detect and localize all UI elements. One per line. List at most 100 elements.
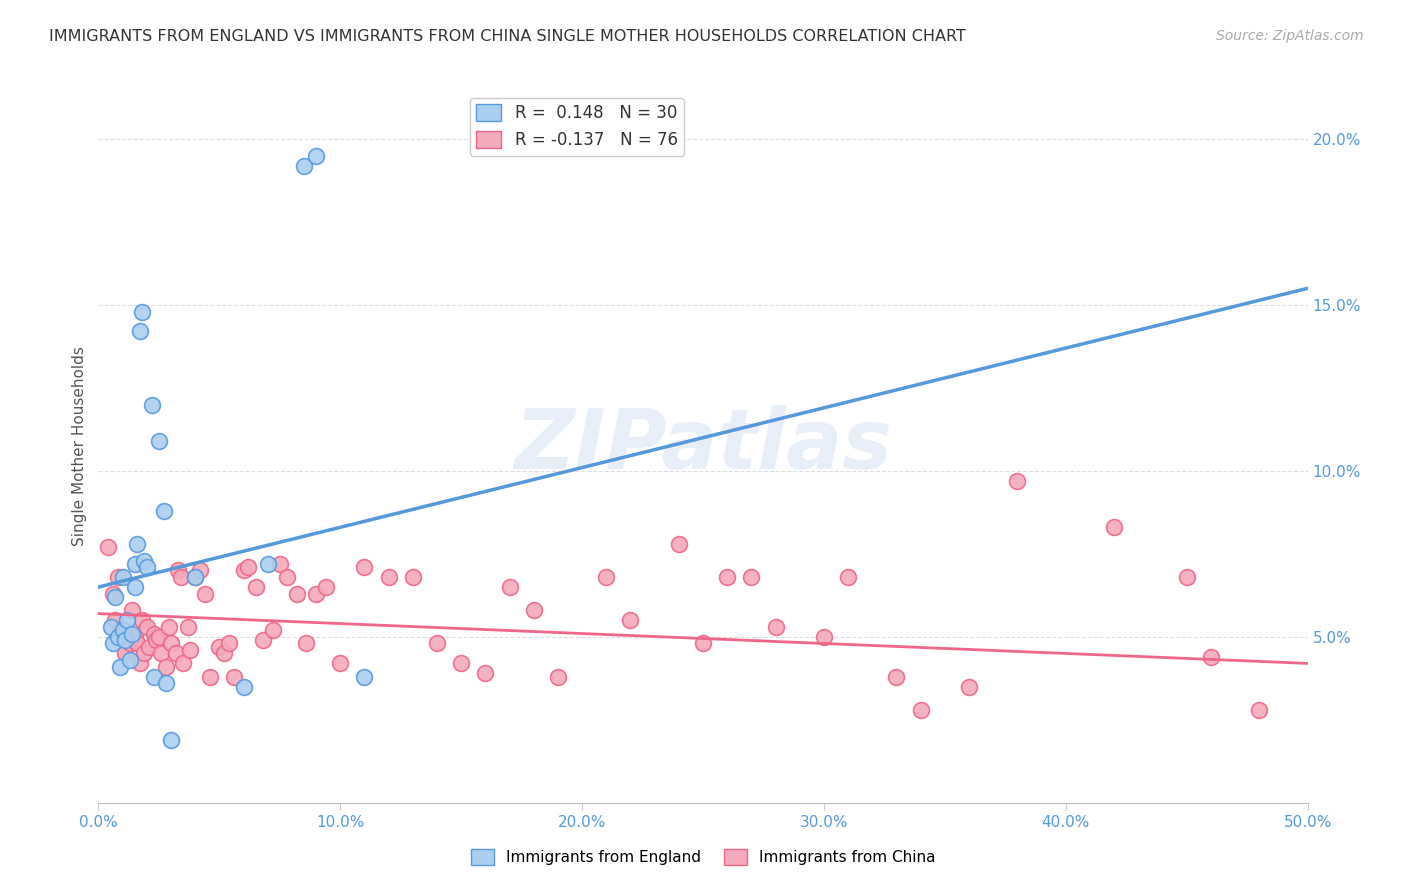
Point — [145, 633, 167, 648]
Point — [169, 570, 191, 584]
Point — [127, 537, 149, 551]
Point — [238, 560, 260, 574]
Point — [134, 553, 156, 567]
Point — [886, 670, 908, 684]
Point — [184, 570, 207, 584]
Legend: Immigrants from England, Immigrants from China: Immigrants from England, Immigrants from… — [464, 843, 942, 871]
Point — [152, 504, 174, 518]
Point — [155, 676, 177, 690]
Point — [148, 630, 170, 644]
Point — [450, 657, 472, 671]
Point — [474, 666, 496, 681]
Point — [118, 636, 141, 650]
Point — [252, 633, 274, 648]
Point — [101, 587, 124, 601]
Point — [547, 670, 569, 684]
Point — [198, 670, 221, 684]
Point — [117, 626, 139, 640]
Point — [813, 630, 835, 644]
Point — [104, 590, 127, 604]
Point — [111, 630, 134, 644]
Point — [619, 613, 641, 627]
Point — [765, 620, 787, 634]
Point — [101, 636, 124, 650]
Point — [165, 647, 187, 661]
Point — [329, 657, 352, 671]
Point — [353, 670, 375, 684]
Point — [135, 560, 157, 574]
Point — [740, 570, 762, 584]
Point — [256, 557, 278, 571]
Point — [184, 570, 207, 584]
Point — [1249, 703, 1271, 717]
Point — [194, 587, 217, 601]
Point — [160, 636, 183, 650]
Point — [910, 703, 932, 717]
Point — [305, 587, 328, 601]
Point — [232, 680, 254, 694]
Point — [124, 630, 146, 644]
Point — [232, 564, 254, 578]
Point — [957, 680, 980, 694]
Point — [107, 630, 129, 644]
Point — [134, 647, 156, 661]
Point — [179, 643, 201, 657]
Point — [692, 636, 714, 650]
Point — [111, 624, 134, 638]
Point — [1175, 570, 1198, 584]
Point — [111, 570, 134, 584]
Point — [222, 670, 245, 684]
Point — [167, 564, 190, 578]
Point — [135, 620, 157, 634]
Point — [131, 613, 153, 627]
Point — [104, 613, 127, 627]
Text: IMMIGRANTS FROM ENGLAND VS IMMIGRANTS FROM CHINA SINGLE MOTHER HOUSEHOLDS CORREL: IMMIGRANTS FROM ENGLAND VS IMMIGRANTS FR… — [49, 29, 966, 44]
Point — [377, 570, 399, 584]
Point — [138, 640, 160, 654]
Point — [107, 570, 129, 584]
Point — [523, 603, 546, 617]
Point — [141, 397, 163, 411]
Point — [208, 640, 231, 654]
Text: Source: ZipAtlas.com: Source: ZipAtlas.com — [1216, 29, 1364, 43]
Point — [143, 626, 166, 640]
Point — [118, 653, 141, 667]
Point — [114, 647, 136, 661]
Point — [124, 580, 146, 594]
Point — [100, 620, 122, 634]
Point — [668, 537, 690, 551]
Point — [108, 659, 131, 673]
Point — [305, 148, 328, 162]
Point — [121, 603, 143, 617]
Point — [1007, 474, 1029, 488]
Point — [177, 620, 200, 634]
Point — [498, 580, 520, 594]
Point — [262, 624, 284, 638]
Text: ZIPatlas: ZIPatlas — [515, 406, 891, 486]
Y-axis label: Single Mother Households: Single Mother Households — [72, 346, 87, 546]
Point — [131, 304, 153, 318]
Point — [114, 633, 136, 648]
Point — [245, 580, 267, 594]
Point — [292, 159, 315, 173]
Point — [148, 434, 170, 448]
Point — [150, 647, 173, 661]
Point — [160, 732, 183, 747]
Point — [269, 557, 291, 571]
Point — [128, 325, 150, 339]
Point — [117, 613, 139, 627]
Point — [155, 659, 177, 673]
Point — [295, 636, 318, 650]
Point — [97, 540, 120, 554]
Point — [143, 670, 166, 684]
Point — [212, 647, 235, 661]
Point — [218, 636, 240, 650]
Point — [1199, 649, 1222, 664]
Point — [127, 636, 149, 650]
Point — [124, 557, 146, 571]
Point — [285, 587, 308, 601]
Point — [108, 624, 131, 638]
Point — [716, 570, 738, 584]
Point — [276, 570, 298, 584]
Point — [595, 570, 617, 584]
